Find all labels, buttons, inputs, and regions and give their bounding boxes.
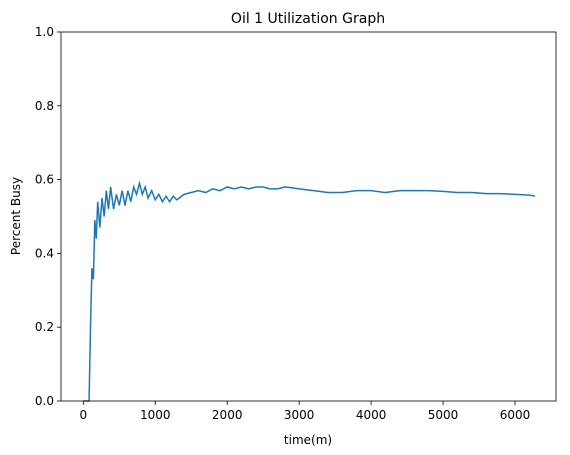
y-tick-label: 1.0 (35, 25, 54, 39)
x-tick-label: 1000 (140, 408, 171, 422)
x-tick-label: 2000 (212, 408, 243, 422)
chart-title: Oil 1 Utilization Graph (231, 11, 385, 27)
x-tick-label: 5000 (428, 408, 459, 422)
x-tick-label: 0 (79, 408, 87, 422)
y-tick-label: 0.6 (35, 173, 54, 187)
x-tick-label: 4000 (356, 408, 387, 422)
y-tick-label: 0.2 (35, 320, 54, 334)
y-axis-label: Percent Busy (9, 177, 23, 255)
x-tick-label: 6000 (500, 408, 531, 422)
x-axis-label: time(m) (284, 433, 332, 447)
line (83, 180, 536, 402)
plot-frame (60, 31, 557, 402)
y-tick-label: 0.0 (35, 394, 54, 408)
y-tick-label: 0.8 (35, 99, 54, 113)
y-tick-label: 0.4 (35, 246, 54, 260)
x-tick-label: 3000 (284, 408, 315, 422)
